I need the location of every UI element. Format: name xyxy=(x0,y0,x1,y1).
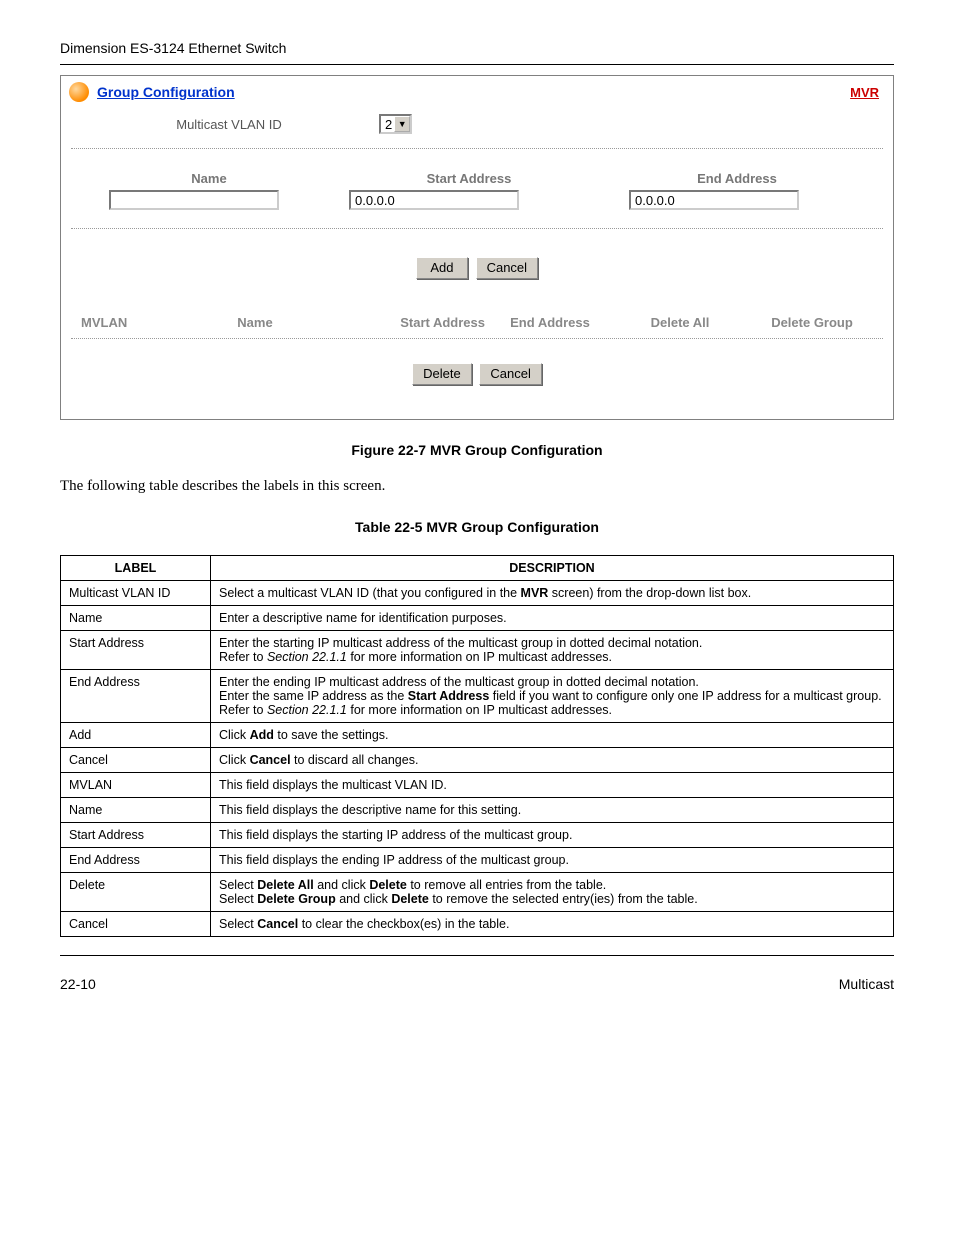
cell-desc: Select Delete All and click Delete to re… xyxy=(211,873,894,912)
description-table: LABEL DESCRIPTION Multicast VLAN IDSelec… xyxy=(60,555,894,937)
add-group-section: Name Start Address End Address 0.0.0.0 0… xyxy=(71,163,883,229)
header-rule xyxy=(60,64,894,65)
col-delete-all: Delete All xyxy=(615,315,745,330)
header-end: End Address xyxy=(599,171,875,186)
page-header: Dimension ES-3124 Ethernet Switch xyxy=(60,40,894,56)
col-start: Start Address xyxy=(335,315,485,330)
start-address-input[interactable]: 0.0.0.0 xyxy=(349,190,519,210)
panel-title: Group Configuration xyxy=(97,84,850,100)
cell-label: Start Address xyxy=(61,631,211,670)
table-row: End AddressThis field displays the endin… xyxy=(61,848,894,873)
cell-desc: Click Add to save the settings. xyxy=(211,723,894,748)
col-name: Name xyxy=(175,315,335,330)
cancel-button[interactable]: Cancel xyxy=(476,257,538,279)
header-start: Start Address xyxy=(339,171,599,186)
footer-rule xyxy=(60,955,894,956)
mvr-link[interactable]: MVR xyxy=(850,85,879,100)
cell-label: MVLAN xyxy=(61,773,211,798)
cell-label: Name xyxy=(61,798,211,823)
header-name: Name xyxy=(79,171,339,186)
cell-label: End Address xyxy=(61,670,211,723)
col-mvlan: MVLAN xyxy=(75,315,175,330)
cell-label: Delete xyxy=(61,873,211,912)
end-address-input[interactable]: 0.0.0.0 xyxy=(629,190,799,210)
cell-desc: This field displays the descriptive name… xyxy=(211,798,894,823)
mvr-group-config-panel: Group Configuration MVR Multicast VLAN I… xyxy=(60,75,894,420)
cell-desc: Click Cancel to discard all changes. xyxy=(211,748,894,773)
panel-titlebar: Group Configuration MVR xyxy=(61,76,893,106)
th-desc: DESCRIPTION xyxy=(211,556,894,581)
intro-text: The following table describes the labels… xyxy=(60,478,894,495)
cell-label: Multicast VLAN ID xyxy=(61,581,211,606)
cell-desc: This field displays the starting IP addr… xyxy=(211,823,894,848)
cell-desc: Select a multicast VLAN ID (that you con… xyxy=(211,581,894,606)
multicast-vlan-id-label: Multicast VLAN ID xyxy=(79,117,379,132)
vlan-id-section: Multicast VLAN ID 2 ▼ xyxy=(71,110,883,149)
add-button[interactable]: Add xyxy=(416,257,468,279)
cell-desc: This field displays the ending IP addres… xyxy=(211,848,894,873)
cell-desc: Enter a descriptive name for identificat… xyxy=(211,606,894,631)
cell-desc: Enter the ending IP multicast address of… xyxy=(211,670,894,723)
table-row: MVLANThis field displays the multicast V… xyxy=(61,773,894,798)
table-row: NameThis field displays the descriptive … xyxy=(61,798,894,823)
table-row: Start AddressEnter the starting IP multi… xyxy=(61,631,894,670)
results-header-row: MVLAN Name Start Address End Address Del… xyxy=(71,309,883,339)
table-row: CancelClick Cancel to discard all change… xyxy=(61,748,894,773)
add-cancel-row: Add Cancel xyxy=(61,243,893,303)
cell-desc: Enter the starting IP multicast address … xyxy=(211,631,894,670)
cancel2-button[interactable]: Cancel xyxy=(479,363,541,385)
multicast-vlan-id-value: 2 xyxy=(385,117,392,132)
footer-left: 22-10 xyxy=(60,976,96,992)
bullet-icon xyxy=(69,82,89,102)
name-input[interactable] xyxy=(109,190,279,210)
cell-label: Name xyxy=(61,606,211,631)
cell-label: End Address xyxy=(61,848,211,873)
multicast-vlan-id-select[interactable]: 2 ▼ xyxy=(379,114,412,134)
th-label: LABEL xyxy=(61,556,211,581)
cell-label: Cancel xyxy=(61,748,211,773)
table-row: Start AddressThis field displays the sta… xyxy=(61,823,894,848)
figure-caption: Figure 22-7 MVR Group Configuration xyxy=(60,442,894,458)
table-header-row: LABEL DESCRIPTION xyxy=(61,556,894,581)
table-row: Multicast VLAN IDSelect a multicast VLAN… xyxy=(61,581,894,606)
page-footer: 22-10 Multicast xyxy=(60,976,894,992)
cell-label: Start Address xyxy=(61,823,211,848)
table-row: End AddressEnter the ending IP multicast… xyxy=(61,670,894,723)
delete-button[interactable]: Delete xyxy=(412,363,472,385)
cell-label: Cancel xyxy=(61,912,211,937)
cell-desc: Select Cancel to clear the checkbox(es) … xyxy=(211,912,894,937)
footer-right: Multicast xyxy=(839,976,894,992)
delete-cancel-row: Delete Cancel xyxy=(61,349,893,409)
cell-label: Add xyxy=(61,723,211,748)
table-row: AddClick Add to save the settings. xyxy=(61,723,894,748)
table-caption: Table 22-5 MVR Group Configuration xyxy=(60,519,894,535)
table-row: CancelSelect Cancel to clear the checkbo… xyxy=(61,912,894,937)
col-delete-group: Delete Group xyxy=(745,315,879,330)
chevron-down-icon: ▼ xyxy=(394,116,410,132)
table-row: DeleteSelect Delete All and click Delete… xyxy=(61,873,894,912)
col-end: End Address xyxy=(485,315,615,330)
table-row: NameEnter a descriptive name for identif… xyxy=(61,606,894,631)
cell-desc: This field displays the multicast VLAN I… xyxy=(211,773,894,798)
